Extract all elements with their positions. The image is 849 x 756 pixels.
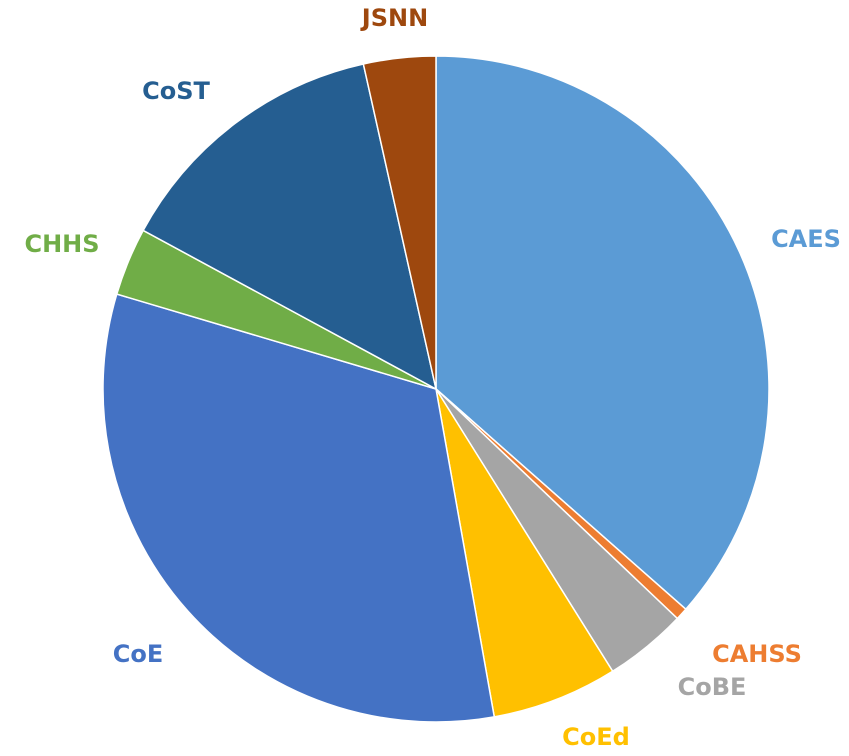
pie-slice [102,293,496,723]
pie-slice [362,55,437,390]
slice-label: CHHS [24,230,99,258]
pie-slice [142,63,438,391]
slice-label: CoBE [678,673,747,701]
slice-label: CoST [142,77,210,105]
slice-label: CoEd [562,723,630,751]
slice-label: CoE [113,640,164,668]
pie-slice [435,55,770,611]
slice-label: CAHSS [712,640,802,668]
slice-label: JSNN [360,4,428,32]
slice-label: CAES [771,225,841,253]
